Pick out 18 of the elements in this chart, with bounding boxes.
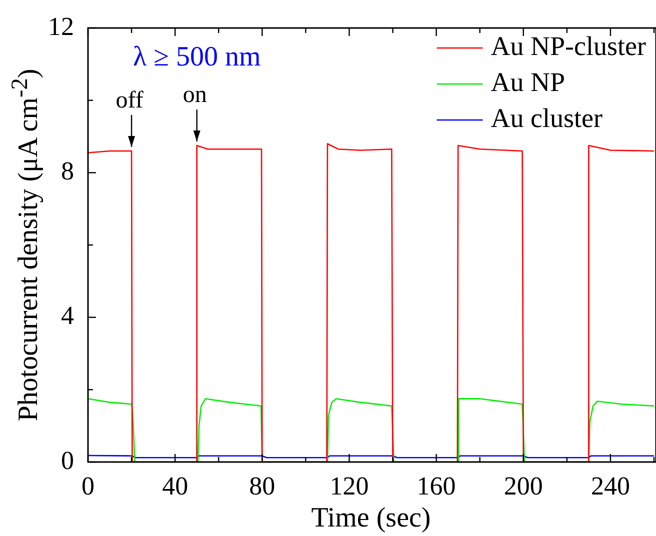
y-tick-label: 0: [61, 446, 74, 475]
y-tick-label: 8: [61, 156, 74, 186]
x-tick-label: 80: [249, 471, 276, 500]
x-tick-label: 160: [416, 471, 456, 500]
y-tick-label: 4: [61, 301, 74, 330]
x-tick-label: 0: [82, 471, 94, 500]
y-tick-label: 12: [48, 12, 74, 41]
x-tick-label: 120: [330, 471, 369, 500]
annotation: λ ≥ 500 nm: [133, 41, 261, 72]
annotation: off: [116, 87, 144, 114]
x-tick-label: 240: [590, 471, 630, 500]
x-axis-title: Time (sec): [311, 502, 431, 534]
x-tick-label: 200: [504, 471, 543, 500]
legend-label: Au cluster: [490, 103, 603, 134]
annotation: on: [182, 82, 207, 108]
legend-label: Au NP: [490, 67, 566, 98]
x-tick-label: 40: [162, 471, 188, 500]
legend-label: Au NP-cluster: [490, 31, 646, 62]
